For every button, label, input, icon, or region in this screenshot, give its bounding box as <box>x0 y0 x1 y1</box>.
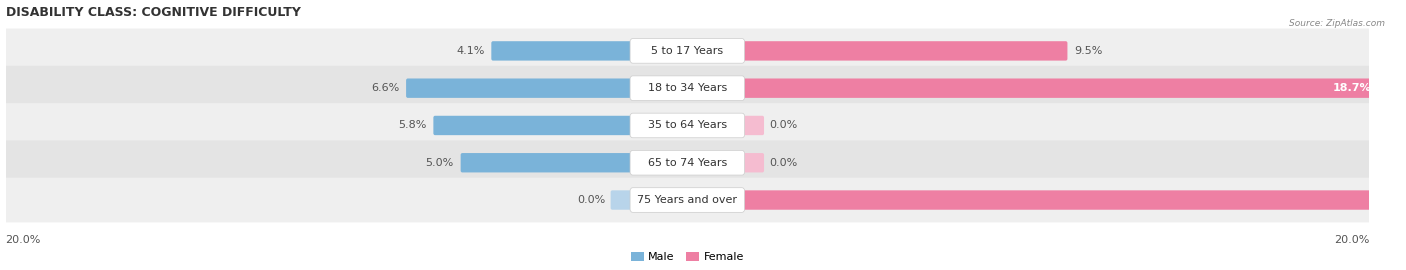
Text: DISABILITY CLASS: COGNITIVE DIFFICULTY: DISABILITY CLASS: COGNITIVE DIFFICULTY <box>6 6 301 19</box>
Text: 0.0%: 0.0% <box>769 120 797 130</box>
Text: 5 to 17 Years: 5 to 17 Years <box>651 46 724 56</box>
Legend: Male, Female: Male, Female <box>630 252 744 262</box>
FancyBboxPatch shape <box>406 79 634 98</box>
FancyBboxPatch shape <box>630 39 745 63</box>
FancyBboxPatch shape <box>630 150 745 175</box>
Text: 4.1%: 4.1% <box>456 46 485 56</box>
FancyBboxPatch shape <box>630 76 745 100</box>
Text: 9.5%: 9.5% <box>1074 46 1102 56</box>
FancyBboxPatch shape <box>630 188 745 212</box>
FancyBboxPatch shape <box>461 153 634 173</box>
Text: 75 Years and over: 75 Years and over <box>637 195 737 205</box>
Text: 19.8%: 19.8% <box>1369 195 1406 205</box>
FancyBboxPatch shape <box>740 116 763 135</box>
FancyBboxPatch shape <box>0 103 1384 148</box>
FancyBboxPatch shape <box>433 116 634 135</box>
FancyBboxPatch shape <box>0 178 1384 222</box>
Text: 18 to 34 Years: 18 to 34 Years <box>648 83 727 93</box>
Text: 18.7%: 18.7% <box>1333 83 1371 93</box>
FancyBboxPatch shape <box>740 41 1067 60</box>
FancyBboxPatch shape <box>740 153 763 173</box>
Text: 0.0%: 0.0% <box>769 158 797 168</box>
Text: 6.6%: 6.6% <box>371 83 399 93</box>
Text: 65 to 74 Years: 65 to 74 Years <box>648 158 727 168</box>
Text: Source: ZipAtlas.com: Source: ZipAtlas.com <box>1289 19 1385 28</box>
FancyBboxPatch shape <box>0 29 1384 73</box>
Text: 0.0%: 0.0% <box>578 195 606 205</box>
Text: 35 to 64 Years: 35 to 64 Years <box>648 120 727 130</box>
Text: 20.0%: 20.0% <box>1334 235 1369 245</box>
Text: 5.8%: 5.8% <box>398 120 426 130</box>
FancyBboxPatch shape <box>491 41 634 60</box>
FancyBboxPatch shape <box>740 79 1381 98</box>
FancyBboxPatch shape <box>0 66 1384 110</box>
FancyBboxPatch shape <box>610 190 634 210</box>
FancyBboxPatch shape <box>0 140 1384 185</box>
Text: 5.0%: 5.0% <box>426 158 454 168</box>
Text: 20.0%: 20.0% <box>6 235 41 245</box>
FancyBboxPatch shape <box>630 113 745 138</box>
FancyBboxPatch shape <box>740 190 1406 210</box>
